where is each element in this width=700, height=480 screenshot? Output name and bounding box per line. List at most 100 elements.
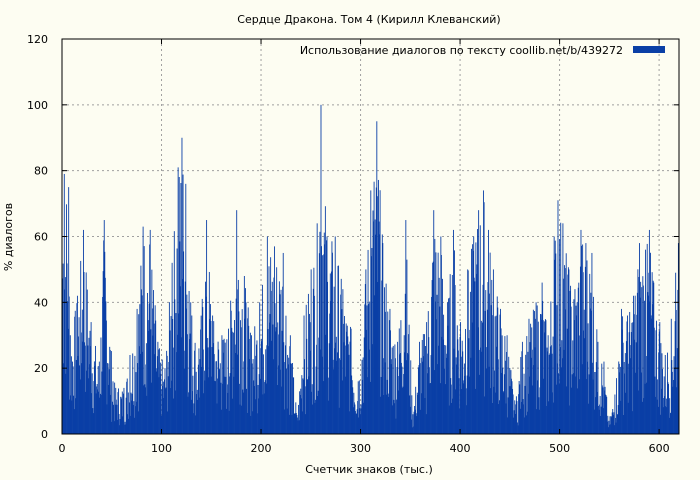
bar (572, 340, 574, 434)
bar (127, 414, 129, 434)
bar (310, 350, 312, 434)
bar (451, 402, 453, 434)
bar (598, 405, 599, 434)
bar (482, 322, 483, 434)
bar (195, 415, 197, 434)
bar (641, 401, 643, 434)
bar (474, 281, 476, 434)
bar (253, 386, 255, 434)
bar (140, 265, 142, 434)
bar (174, 299, 176, 434)
bar (80, 332, 82, 434)
bar (186, 334, 188, 434)
bar (420, 357, 422, 434)
bar (442, 278, 443, 434)
bar (171, 262, 173, 434)
bar (621, 329, 623, 434)
bar (256, 340, 258, 434)
bar (215, 361, 217, 434)
bar (65, 373, 67, 434)
bar (364, 284, 366, 434)
bar (247, 318, 249, 434)
bar (212, 343, 214, 434)
bar (120, 396, 122, 434)
bar (401, 362, 402, 434)
bar (176, 248, 178, 434)
bar (584, 266, 586, 434)
bar (434, 301, 436, 434)
bar (645, 382, 647, 434)
bar (548, 401, 550, 434)
y-tick-label: 20 (34, 362, 48, 375)
bar (69, 399, 71, 434)
bar (197, 364, 199, 434)
bar (289, 335, 291, 434)
bar (323, 254, 325, 434)
bar (647, 295, 649, 434)
bar (405, 360, 407, 434)
bar (487, 282, 489, 434)
bar (122, 416, 124, 434)
bar (131, 393, 133, 434)
bar (594, 371, 596, 434)
bar (417, 367, 419, 434)
bar (222, 383, 223, 434)
bar (212, 315, 214, 434)
bar (584, 338, 586, 434)
bar (117, 392, 119, 434)
bar (92, 408, 94, 434)
bar (306, 338, 308, 434)
bar (512, 394, 514, 434)
bar (234, 344, 236, 434)
bar (241, 309, 243, 434)
bar (619, 372, 621, 434)
bar (242, 389, 244, 434)
bar (502, 391, 504, 434)
bar (181, 137, 183, 434)
bar (147, 292, 148, 434)
bar (144, 384, 146, 434)
bar (274, 303, 276, 434)
bar (638, 276, 640, 434)
bar (401, 366, 403, 434)
bar (655, 330, 657, 434)
bar (659, 322, 661, 434)
bar (381, 280, 383, 434)
bar (501, 335, 503, 434)
bar (515, 396, 517, 434)
bar (665, 406, 667, 434)
bar (163, 398, 165, 434)
bar (199, 397, 200, 434)
bar (430, 383, 431, 434)
bar (562, 223, 564, 434)
bar (295, 402, 297, 434)
bar (480, 320, 482, 434)
bar (197, 399, 199, 434)
bar (151, 269, 153, 434)
bar (465, 328, 466, 434)
bar (605, 394, 607, 434)
bar (258, 374, 260, 434)
bar (625, 392, 627, 434)
bar (127, 392, 129, 434)
bar (326, 236, 328, 434)
bar (559, 347, 561, 434)
bar (77, 355, 79, 434)
bar (291, 414, 293, 434)
bar (266, 236, 268, 434)
bar (593, 296, 595, 434)
bar (514, 400, 516, 434)
bar (186, 294, 188, 434)
bar (645, 249, 647, 434)
bar (543, 378, 545, 434)
bar (124, 421, 126, 434)
bar (271, 281, 273, 434)
bar (261, 284, 263, 434)
bar (670, 318, 672, 434)
grid-lines (62, 39, 679, 434)
bar (254, 326, 256, 434)
bar (496, 296, 498, 434)
bar (517, 422, 518, 434)
bar (132, 404, 134, 434)
